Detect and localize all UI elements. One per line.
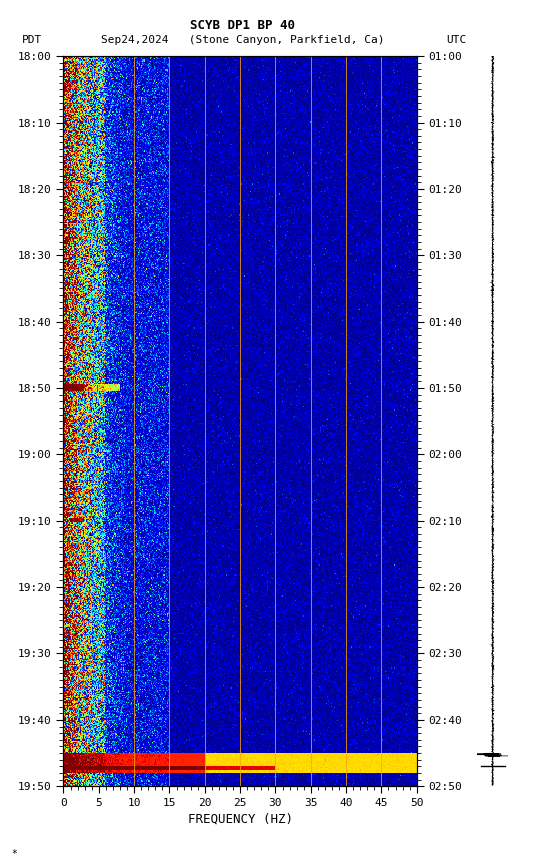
X-axis label: FREQUENCY (HZ): FREQUENCY (HZ) [188, 812, 293, 825]
Text: PDT: PDT [22, 35, 43, 45]
Text: SCYB DP1 BP 40: SCYB DP1 BP 40 [190, 19, 295, 32]
Text: *: * [11, 849, 17, 859]
Text: UTC: UTC [446, 35, 466, 45]
Text: Sep24,2024   (Stone Canyon, Parkfield, Ca): Sep24,2024 (Stone Canyon, Parkfield, Ca) [101, 35, 385, 45]
